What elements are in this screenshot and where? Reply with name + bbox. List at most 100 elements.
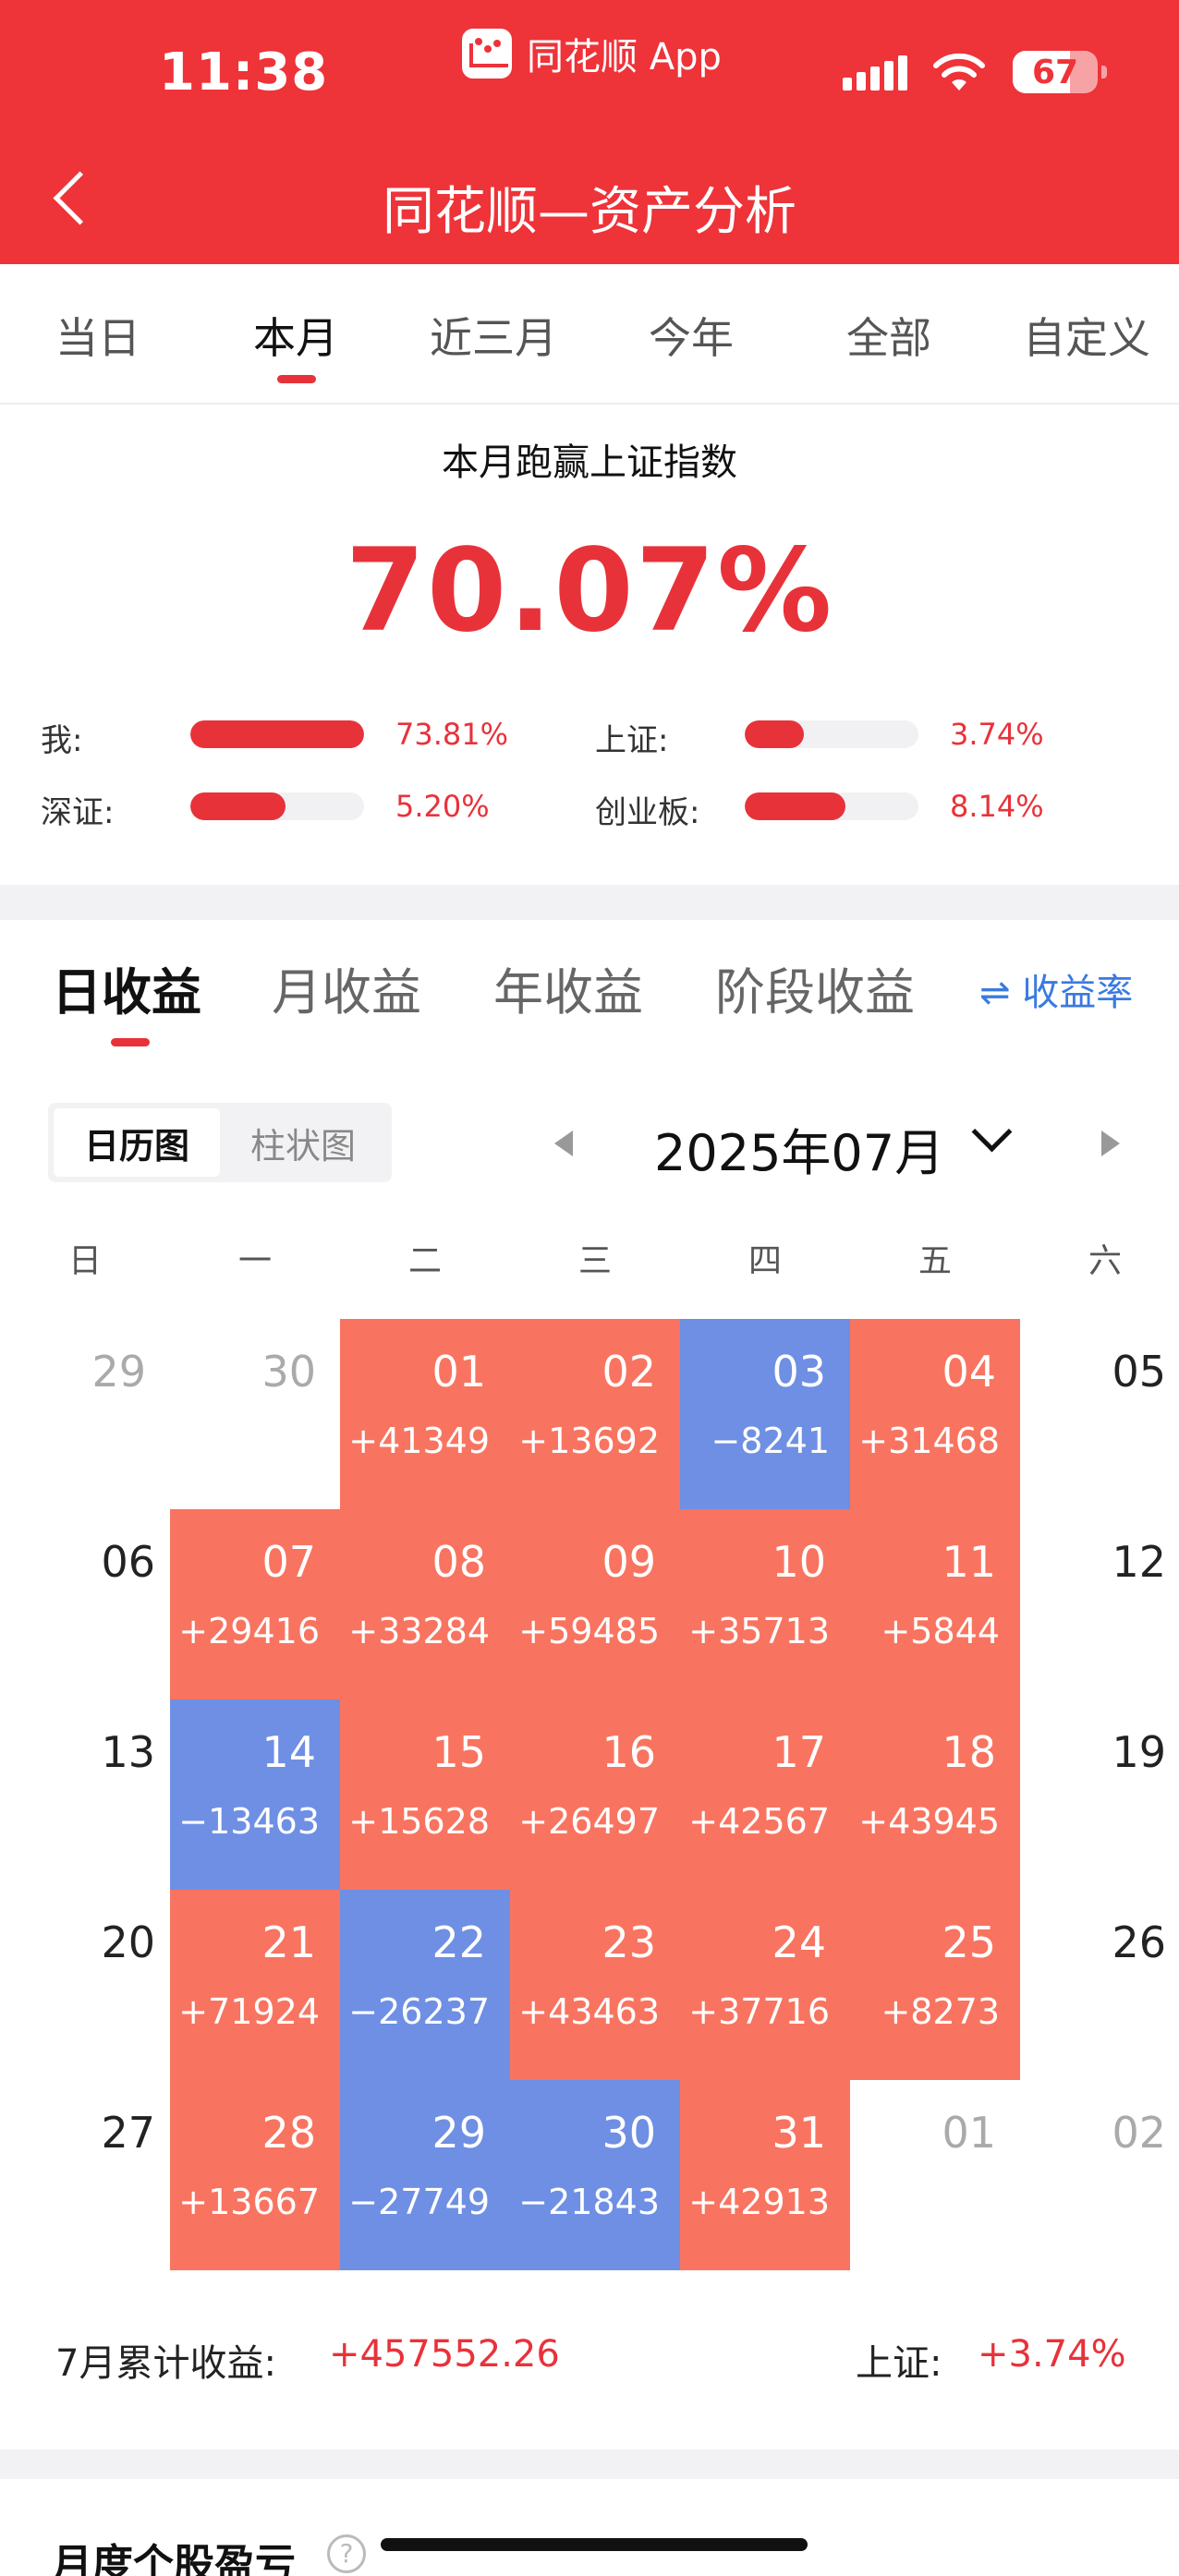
day-number: 10 (772, 1537, 826, 1587)
day-number: 30 (602, 2108, 656, 2158)
tab-this-month[interactable]: 本月 (253, 313, 338, 363)
month-total-value: +457552.26 (329, 2333, 560, 2376)
day-number: 16 (602, 1727, 656, 1777)
app-indicator[interactable]: 同花顺 App (462, 26, 722, 81)
day-number: 15 (431, 1727, 486, 1777)
calendar-day[interactable]: 11 +5844 (850, 1509, 1020, 1699)
day-profit: −27749 (348, 2182, 490, 2222)
calendar-day: 01 (850, 2080, 1020, 2270)
calendar-day[interactable]: 24 +37716 (680, 1890, 850, 2080)
comparison-label-chinext: 创业板: (595, 794, 700, 831)
day-number: 13 (101, 1727, 155, 1777)
day-number: 23 (602, 1917, 656, 1967)
calendar-day[interactable]: 02 +13692 (510, 1319, 680, 1509)
day-number: 09 (602, 1537, 656, 1587)
calendar-day[interactable]: 16 +26497 (510, 1699, 680, 1890)
month-selector[interactable]: 2025年07月 (654, 1124, 945, 1182)
calendar-day[interactable]: 03 −8241 (680, 1319, 850, 1509)
chevron-down-icon[interactable] (972, 1116, 1009, 1153)
day-number: 08 (431, 1537, 486, 1587)
day-number: 12 (1112, 1537, 1166, 1587)
calendar-view-button[interactable]: 日历图 (54, 1108, 220, 1177)
active-tab-indicator (277, 375, 316, 383)
comparison-label-me: 我: (41, 722, 83, 759)
calendar-day: 05 (1009, 1319, 1179, 1509)
next-month-icon[interactable] (1098, 1125, 1125, 1162)
comparison-bar-me (190, 720, 364, 748)
calendar-day[interactable]: 25 +8273 (850, 1890, 1020, 2080)
beat-title: 本月跑赢上证指数 (442, 441, 737, 484)
calendar-day[interactable]: 10 +35713 (680, 1509, 850, 1699)
calendar-day[interactable]: 01 +41349 (340, 1319, 510, 1509)
tab-period-earnings[interactable]: 阶段收益 (715, 963, 915, 1022)
calendar-day[interactable]: 28 +13667 (170, 2080, 340, 2270)
comparison-label-shanghai: 上证: (595, 722, 669, 759)
view-toggle: 日历图 柱状图 (48, 1103, 392, 1182)
tab-yearly-earnings[interactable]: 年收益 (493, 963, 643, 1022)
day-number: 01 (942, 2108, 996, 2158)
calendar-day[interactable]: 21 +71924 (170, 1890, 340, 2080)
weekday-header: 日 一 二 三 四 五 六 (0, 1234, 1179, 1280)
previous-month-icon[interactable] (551, 1125, 578, 1162)
day-profit: +13692 (518, 1421, 660, 1461)
day-number: 01 (431, 1347, 486, 1397)
battery-icon: 67 (1013, 51, 1107, 93)
day-profit: +41349 (348, 1421, 490, 1461)
index-label: 上证: (856, 2342, 942, 2385)
calendar-day[interactable]: 22 −26237 (340, 1890, 510, 2080)
home-indicator[interactable] (381, 2538, 808, 2551)
bar-chart-view-button[interactable]: 柱状图 (249, 1125, 356, 1167)
day-number: 29 (91, 1347, 146, 1397)
tab-three-months[interactable]: 近三月 (430, 313, 557, 363)
calendar-day[interactable]: 09 +59485 (510, 1509, 680, 1699)
calendar-day: 30 (170, 1319, 340, 1509)
calendar-day[interactable]: 08 +33284 (340, 1509, 510, 1699)
tab-this-year[interactable]: 今年 (649, 313, 734, 363)
day-number: 24 (772, 1917, 826, 1967)
weekday-sat: 六 (1088, 1242, 1122, 1280)
section-title: 月度个股盈亏 (52, 2541, 296, 2576)
comparison-value-me: 73.81% (395, 717, 509, 752)
calendar-day[interactable]: 04 +31468 (850, 1319, 1020, 1509)
active-subtab-indicator (111, 1038, 150, 1046)
calendar-day[interactable]: 23 +43463 (510, 1890, 680, 2080)
page-title: 同花顺—资产分析 (383, 182, 796, 242)
calendar-day: 27 (0, 2080, 170, 2270)
day-profit: +43463 (518, 1991, 660, 2032)
day-number: 05 (1112, 1347, 1166, 1397)
index-value: +3.74% (978, 2333, 1126, 2376)
day-profit: +8273 (881, 1991, 1000, 2032)
calendar-day[interactable]: 07 +29416 (170, 1509, 340, 1699)
weekday-tue: 二 (407, 1242, 442, 1280)
calendar-day[interactable]: 15 +15628 (340, 1699, 510, 1890)
tab-monthly-earnings[interactable]: 月收益 (272, 963, 421, 1022)
tab-daily-earnings[interactable]: 日收益 (52, 963, 201, 1022)
help-icon[interactable]: ? (327, 2534, 366, 2573)
comparison-bar-chinext (745, 792, 918, 820)
calendar-day[interactable]: 31 +42913 (680, 2080, 850, 2270)
battery-level: 67 (1031, 53, 1079, 91)
day-number: 26 (1112, 1917, 1166, 1967)
comparison-value-shanghai: 3.74% (950, 717, 1044, 752)
calendar-day[interactable]: 17 +42567 (680, 1699, 850, 1890)
day-profit: +13667 (178, 2182, 320, 2222)
earnings-tabs: 日收益 月收益 年收益 阶段收益 ⇌ 收益率 (0, 920, 1179, 1058)
calendar-day: 12 (1009, 1509, 1179, 1699)
calendar-day[interactable]: 30 −21843 (510, 2080, 680, 2270)
calendar-day[interactable]: 29 −27749 (340, 2080, 510, 2270)
tab-today[interactable]: 当日 (55, 313, 140, 363)
app-logo-icon (462, 29, 512, 79)
calendar-day[interactable]: 18 +43945 (850, 1699, 1020, 1890)
day-profit: +42567 (688, 1801, 830, 1842)
return-rate-link[interactable]: ⇌ 收益率 (979, 972, 1134, 1014)
day-profit: −8241 (711, 1421, 830, 1461)
calendar-day[interactable]: 14 −13463 (170, 1699, 340, 1890)
status-icons: 67 (843, 48, 1107, 96)
tab-custom[interactable]: 自定义 (1023, 313, 1150, 363)
month-summary: 7月累计收益: +457552.26 上证: +3.74% (0, 2333, 1179, 2407)
weekday-wed: 三 (577, 1242, 612, 1280)
day-profit: +31468 (858, 1421, 1000, 1461)
monthly-stock-pnl-section: 月度个股盈亏 ? (0, 2479, 1179, 2576)
tab-all[interactable]: 全部 (846, 313, 931, 363)
period-tabs: 当日 本月 近三月 今年 全部 自定义 (0, 264, 1179, 405)
